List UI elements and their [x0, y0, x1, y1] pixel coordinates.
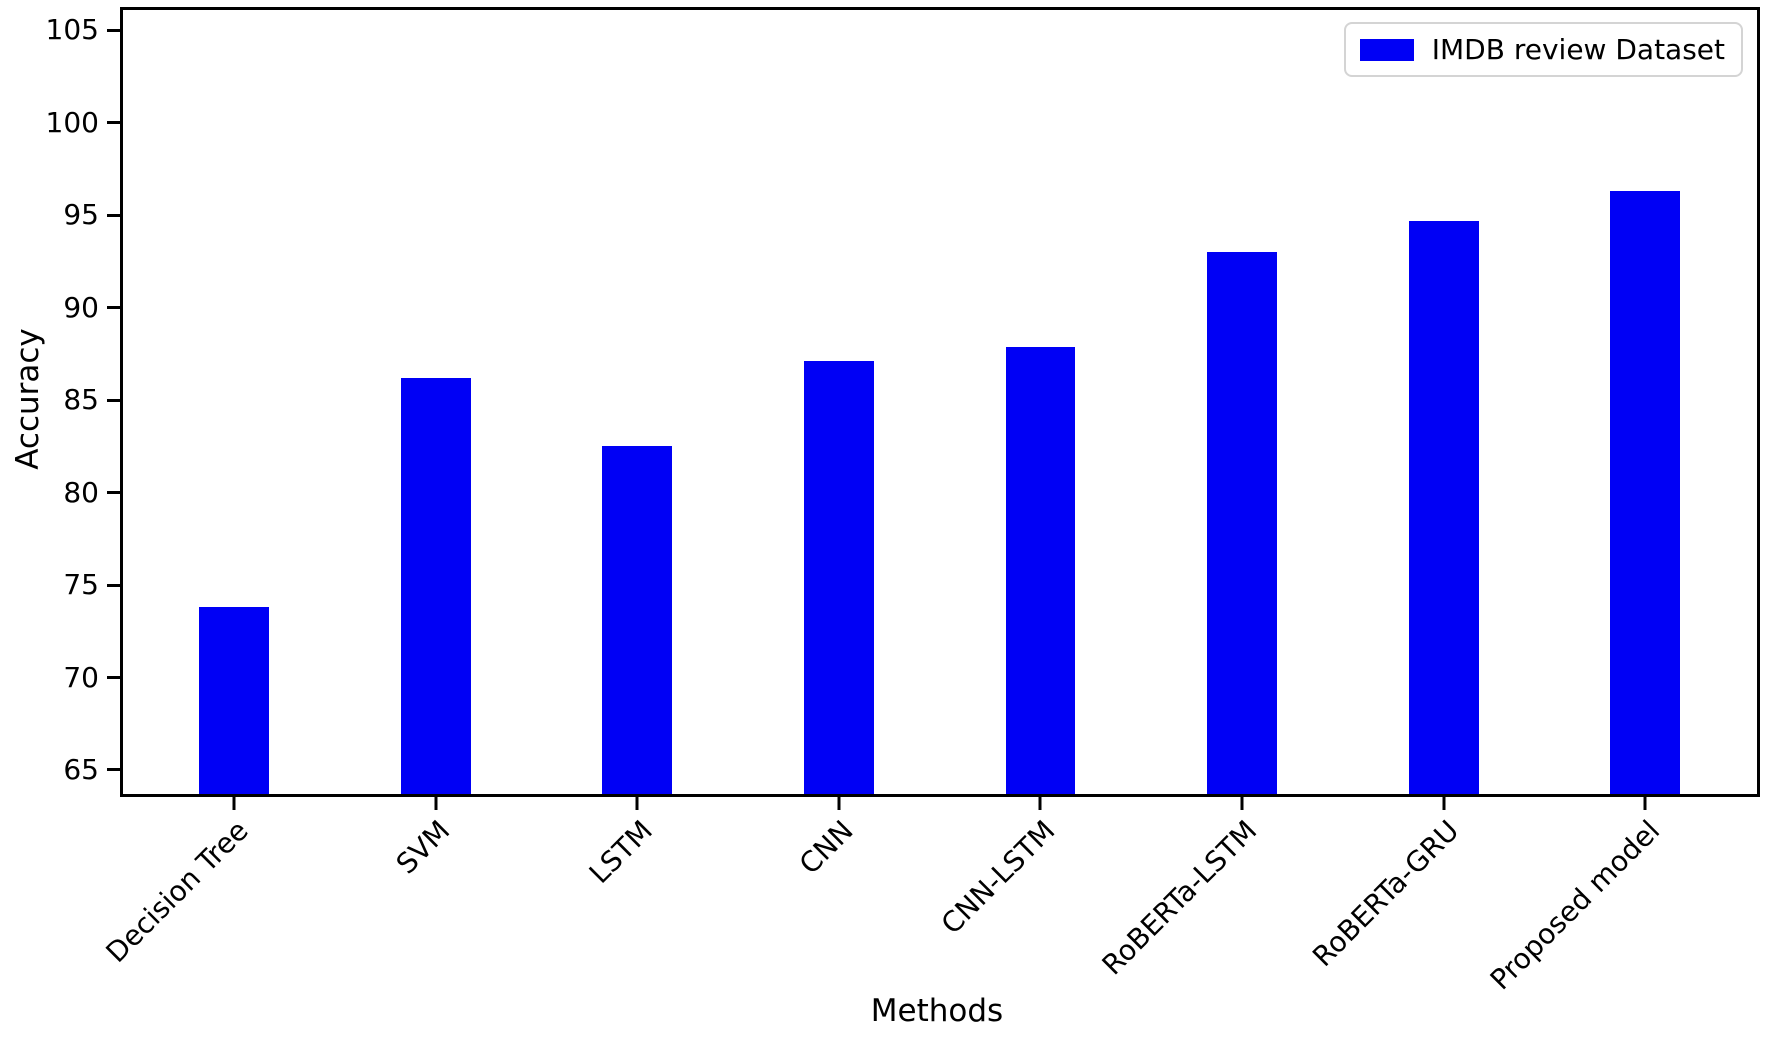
y-tick-label: 85: [63, 383, 99, 417]
plot-area: IMDB review Dataset 65 70 75 80 85 90 95 100 105…: [46, 7, 1760, 996]
y-tick-label: 80: [63, 475, 99, 509]
x-tick-label: Decision Tree: [99, 813, 256, 970]
y-tick-mark: [107, 213, 120, 217]
y-axis-title: Accuracy: [10, 328, 46, 470]
legend-swatch-icon: [1359, 38, 1414, 61]
x-tick-mark: [837, 797, 841, 810]
bar-roberta-lstm: [1207, 252, 1278, 794]
bar-svm: [400, 377, 471, 794]
bar-roberta-gru: [1408, 220, 1479, 794]
x-tick-label: RoBERTa-GRU: [1305, 813, 1465, 974]
x-tick-label: CNN-LSTM: [934, 813, 1062, 941]
y-tick-mark: [107, 583, 120, 587]
x-tick-label: LSTM: [582, 813, 659, 890]
x-tick-label: Proposed model: [1484, 813, 1667, 997]
bar-proposed-model: [1610, 191, 1681, 794]
y-tick-label: 90: [63, 290, 99, 324]
x-tick-mark: [635, 797, 639, 810]
x-tick-mark: [1038, 797, 1042, 810]
x-tick-mark: [1240, 797, 1244, 810]
y-tick-mark: [107, 398, 120, 402]
y-tick-mark: [107, 491, 120, 495]
legend: IMDB review Dataset: [1343, 22, 1743, 77]
x-tick-label: CNN: [793, 813, 861, 881]
bar-cnn-lstm: [1005, 346, 1076, 794]
x-tick-label: SVM: [390, 813, 457, 881]
y-tick-label: 105: [45, 13, 99, 47]
y-tick-mark: [107, 121, 120, 125]
x-tick-mark: [1643, 797, 1647, 810]
y-tick-label: 75: [63, 568, 99, 602]
x-tick-mark: [1442, 797, 1446, 810]
y-tick-label: 70: [63, 660, 99, 694]
bar-cnn: [803, 361, 874, 794]
bar-lstm: [602, 446, 673, 794]
x-axis-title: Methods: [870, 993, 1004, 1029]
y-tick-mark: [107, 28, 120, 32]
x-tick-mark: [434, 797, 438, 810]
y-tick-label: 65: [63, 752, 99, 786]
y-tick-mark: [107, 306, 120, 310]
x-tick-label: RoBERTa-LSTM: [1095, 813, 1264, 982]
y-tick-label: 95: [63, 198, 99, 232]
x-tick-mark: [232, 797, 236, 810]
legend-label: IMDB review Dataset: [1431, 33, 1725, 66]
y-tick-mark: [107, 768, 120, 772]
y-tick-mark: [107, 676, 120, 679]
bar-decision-tree: [198, 607, 269, 794]
y-tick-label: 100: [45, 105, 99, 139]
